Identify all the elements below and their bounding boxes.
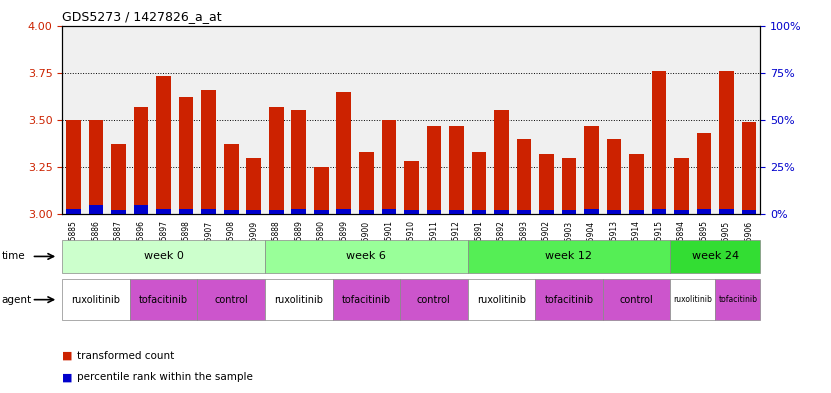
Text: time: time bbox=[2, 252, 25, 261]
Bar bbox=[652, 71, 666, 214]
Bar bbox=[742, 210, 756, 214]
Bar bbox=[156, 77, 171, 214]
Bar bbox=[517, 139, 531, 214]
Text: tofacitinib: tofacitinib bbox=[544, 295, 593, 305]
Bar bbox=[292, 209, 306, 214]
Bar bbox=[742, 122, 756, 214]
Bar bbox=[674, 158, 689, 214]
Text: ruxolitinib: ruxolitinib bbox=[274, 295, 323, 305]
Bar bbox=[607, 210, 622, 214]
Text: ■: ■ bbox=[62, 351, 73, 361]
Bar bbox=[720, 209, 734, 214]
Bar bbox=[111, 210, 126, 214]
Bar bbox=[269, 107, 283, 214]
Bar bbox=[426, 125, 441, 214]
Bar bbox=[539, 154, 553, 214]
Bar bbox=[584, 125, 599, 214]
Bar bbox=[269, 210, 283, 214]
Bar bbox=[629, 154, 644, 214]
Bar bbox=[607, 139, 622, 214]
Text: GDS5273 / 1427826_a_at: GDS5273 / 1427826_a_at bbox=[62, 10, 222, 23]
Bar bbox=[314, 167, 328, 214]
Bar bbox=[562, 158, 576, 214]
Bar bbox=[89, 205, 103, 214]
Bar bbox=[247, 158, 261, 214]
Bar bbox=[404, 162, 419, 214]
Bar bbox=[224, 210, 238, 214]
Text: tofacitinib: tofacitinib bbox=[342, 295, 391, 305]
Bar bbox=[292, 110, 306, 214]
Text: week 24: week 24 bbox=[691, 252, 739, 261]
Text: control: control bbox=[214, 295, 248, 305]
Bar bbox=[224, 144, 238, 214]
Bar bbox=[381, 209, 396, 214]
Bar bbox=[134, 205, 149, 214]
Bar bbox=[471, 210, 486, 214]
Bar bbox=[337, 209, 352, 214]
Bar bbox=[66, 120, 81, 214]
Bar bbox=[89, 120, 103, 214]
Bar bbox=[494, 110, 509, 214]
Bar bbox=[404, 210, 419, 214]
Bar bbox=[696, 133, 711, 214]
Text: tofacitinib: tofacitinib bbox=[718, 295, 757, 304]
Bar bbox=[337, 92, 352, 214]
Text: control: control bbox=[620, 295, 653, 305]
Bar bbox=[359, 210, 374, 214]
Text: percentile rank within the sample: percentile rank within the sample bbox=[77, 372, 253, 382]
Bar bbox=[201, 90, 216, 214]
Bar bbox=[111, 144, 126, 214]
Bar bbox=[134, 107, 149, 214]
Text: ruxolitinib: ruxolitinib bbox=[673, 295, 712, 304]
Bar bbox=[674, 210, 689, 214]
Bar bbox=[471, 152, 486, 214]
Bar bbox=[562, 210, 576, 214]
Text: week 12: week 12 bbox=[545, 252, 593, 261]
Text: ruxolitinib: ruxolitinib bbox=[71, 295, 120, 305]
Text: transformed count: transformed count bbox=[77, 351, 175, 361]
Bar bbox=[247, 210, 261, 214]
Bar bbox=[652, 209, 666, 214]
Bar bbox=[179, 209, 194, 214]
Bar bbox=[696, 209, 711, 214]
Bar bbox=[584, 209, 599, 214]
Text: ruxolitinib: ruxolitinib bbox=[477, 295, 526, 305]
Bar bbox=[66, 209, 81, 214]
Text: ■: ■ bbox=[62, 372, 73, 382]
Bar bbox=[539, 210, 553, 214]
Bar bbox=[381, 120, 396, 214]
Bar bbox=[179, 97, 194, 214]
Text: week 0: week 0 bbox=[144, 252, 184, 261]
Bar bbox=[494, 210, 509, 214]
Text: tofacitinib: tofacitinib bbox=[139, 295, 188, 305]
Bar bbox=[517, 210, 531, 214]
Bar bbox=[720, 71, 734, 214]
Bar bbox=[156, 209, 171, 214]
Bar bbox=[449, 210, 464, 214]
Text: agent: agent bbox=[2, 295, 32, 305]
Bar bbox=[449, 125, 464, 214]
Text: control: control bbox=[417, 295, 450, 305]
Bar bbox=[426, 210, 441, 214]
Bar bbox=[201, 209, 216, 214]
Bar bbox=[629, 210, 644, 214]
Bar bbox=[314, 210, 328, 214]
Bar bbox=[359, 152, 374, 214]
Text: week 6: week 6 bbox=[347, 252, 386, 261]
